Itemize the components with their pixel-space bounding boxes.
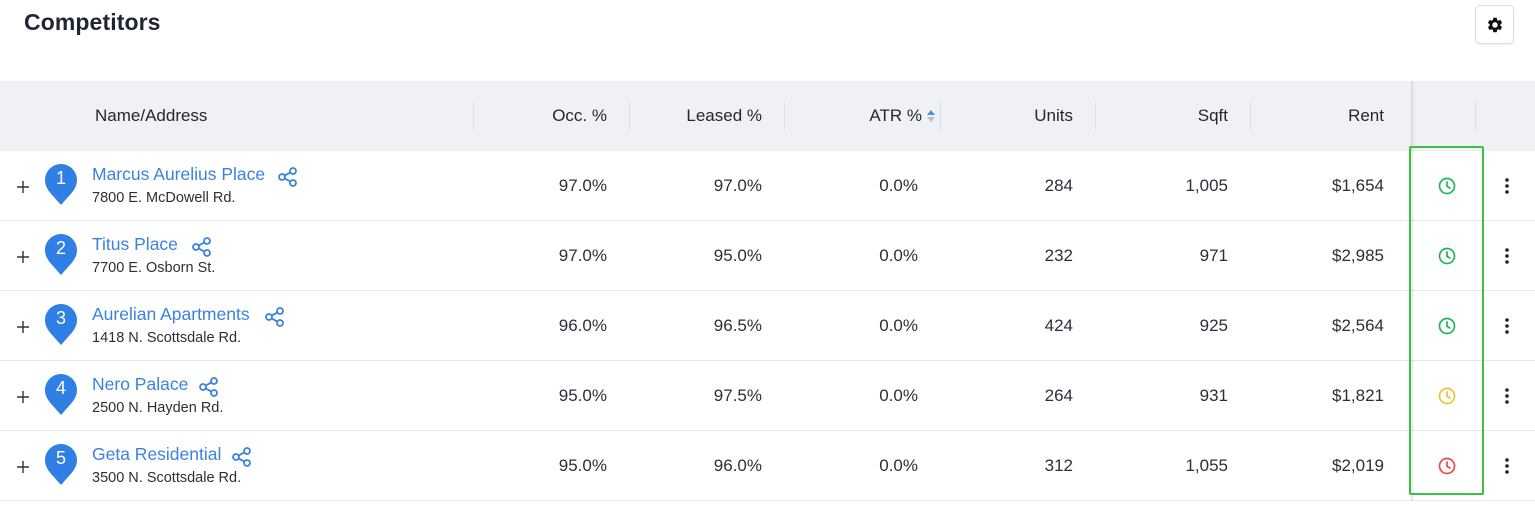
competitor-name-link[interactable]: Geta Residential <box>92 444 222 464</box>
column-divider <box>629 102 630 130</box>
table-body: 1 Marcus Aurelius Place 7800 E. McDowell… <box>0 151 1535 501</box>
more-options-icon[interactable] <box>1496 385 1518 407</box>
competitor-name-link[interactable]: Nero Palace <box>92 374 189 394</box>
map-marker-icon: 2 <box>45 234 77 276</box>
competitors-table: Name/Address Occ. % Leased % ATR % Units… <box>0 81 1535 501</box>
map-marker-icon: 5 <box>45 444 77 486</box>
sort-icon[interactable] <box>927 110 935 122</box>
more-options-icon[interactable] <box>1496 175 1518 197</box>
share-icon[interactable] <box>191 236 213 258</box>
column-header-occ[interactable]: Occ. % <box>552 106 607 125</box>
rent-value: $2,019 <box>1332 456 1384 475</box>
column-divider <box>1475 102 1476 130</box>
competitor-name-link[interactable]: Aurelian Apartments <box>92 304 250 324</box>
occ-value: 97.0% <box>558 176 607 195</box>
column-header-leased[interactable]: Leased % <box>686 106 762 125</box>
marker-number: 5 <box>55 448 66 468</box>
sqft-value: 971 <box>1199 246 1228 265</box>
clock-icon[interactable] <box>1437 456 1457 476</box>
column-header-sqft[interactable]: Sqft <box>1197 106 1228 125</box>
share-icon[interactable] <box>231 446 253 468</box>
expand-row-icon[interactable] <box>14 178 32 196</box>
rent-value: $2,564 <box>1332 316 1384 335</box>
competitor-address: 7700 E. Osborn St. <box>92 260 216 276</box>
atr-value: 0.0% <box>879 386 918 405</box>
leased-value: 96.5% <box>713 316 762 335</box>
marker-number: 3 <box>55 308 66 328</box>
page-title: Competitors <box>24 9 161 35</box>
table-row[interactable]: 1 Marcus Aurelius Place 7800 E. McDowell… <box>0 151 1535 221</box>
column-header-units[interactable]: Units <box>1034 106 1073 125</box>
marker-number: 2 <box>55 238 66 258</box>
table-row[interactable]: 5 Geta Residential 3500 N. Scottsdale Rd… <box>0 431 1535 501</box>
atr-value: 0.0% <box>879 176 918 195</box>
marker-number: 1 <box>55 168 66 188</box>
share-icon[interactable] <box>198 376 220 398</box>
gear-icon <box>1487 17 1502 32</box>
map-marker-icon: 3 <box>45 304 77 346</box>
settings-button[interactable] <box>1475 5 1514 44</box>
leased-value: 95.0% <box>713 246 762 265</box>
more-options-icon[interactable] <box>1496 245 1518 267</box>
clock-icon[interactable] <box>1437 386 1457 406</box>
column-header-rent[interactable]: Rent <box>1348 106 1384 125</box>
units-value: 232 <box>1044 246 1073 265</box>
column-divider <box>1095 102 1096 130</box>
column-divider <box>473 102 474 130</box>
leased-value: 97.0% <box>713 176 762 195</box>
competitor-address: 2500 N. Hayden Rd. <box>92 400 224 416</box>
clock-icon[interactable] <box>1437 176 1457 196</box>
sqft-value: 1,055 <box>1185 456 1228 475</box>
expand-row-icon[interactable] <box>14 458 32 476</box>
column-header-name[interactable]: Name/Address <box>95 106 208 125</box>
competitor-address: 1418 N. Scottsdale Rd. <box>92 330 242 346</box>
more-options-icon[interactable] <box>1496 455 1518 477</box>
expand-row-icon[interactable] <box>14 248 32 266</box>
clock-icon[interactable] <box>1437 316 1457 336</box>
occ-value: 97.0% <box>558 246 607 265</box>
sqft-value: 931 <box>1199 386 1228 405</box>
column-divider <box>784 102 785 130</box>
table-row[interactable]: 2 Titus Place 7700 E. Osborn St. 97.0% 9… <box>0 221 1535 291</box>
column-header-atr-label: ATR % <box>869 106 922 125</box>
atr-value: 0.0% <box>879 246 918 265</box>
marker-number: 4 <box>55 378 66 398</box>
occ-value: 95.0% <box>558 456 607 475</box>
column-divider <box>1250 102 1251 130</box>
competitor-name-link[interactable]: Titus Place <box>92 234 178 254</box>
occ-value: 96.0% <box>558 316 607 335</box>
map-marker-icon: 4 <box>45 374 77 416</box>
competitor-address: 3500 N. Scottsdale Rd. <box>92 470 242 486</box>
column-divider <box>940 102 941 130</box>
rent-value: $2,985 <box>1332 246 1384 265</box>
atr-value: 0.0% <box>879 316 918 335</box>
map-marker-icon: 1 <box>45 164 77 206</box>
leased-value: 97.5% <box>713 386 762 405</box>
clock-icon[interactable] <box>1437 246 1457 266</box>
sticky-column-shadow <box>1411 81 1415 501</box>
sqft-value: 1,005 <box>1185 176 1228 195</box>
expand-row-icon[interactable] <box>14 318 32 336</box>
table-row[interactable]: 4 Nero Palace 2500 N. Hayden Rd. 95.0% 9… <box>0 361 1535 431</box>
units-value: 264 <box>1044 386 1073 405</box>
atr-value: 0.0% <box>879 456 918 475</box>
sqft-value: 925 <box>1199 316 1228 335</box>
competitor-address: 7800 E. McDowell Rd. <box>92 190 236 206</box>
table-row[interactable]: 3 Aurelian Apartments 1418 N. Scottsdale… <box>0 291 1535 361</box>
more-options-icon[interactable] <box>1496 315 1518 337</box>
occ-value: 95.0% <box>558 386 607 405</box>
units-value: 284 <box>1044 176 1073 195</box>
units-value: 424 <box>1044 316 1073 335</box>
expand-row-icon[interactable] <box>14 388 32 406</box>
column-header-atr[interactable]: ATR % <box>790 81 935 151</box>
share-icon[interactable] <box>264 306 286 328</box>
units-value: 312 <box>1044 456 1073 475</box>
rent-value: $1,654 <box>1332 176 1384 195</box>
competitor-name-link[interactable]: Marcus Aurelius Place <box>92 164 266 184</box>
share-icon[interactable] <box>277 166 299 188</box>
leased-value: 96.0% <box>713 456 762 475</box>
rent-value: $1,821 <box>1332 386 1384 405</box>
table-header: Name/Address Occ. % Leased % ATR % Units… <box>0 81 1535 151</box>
